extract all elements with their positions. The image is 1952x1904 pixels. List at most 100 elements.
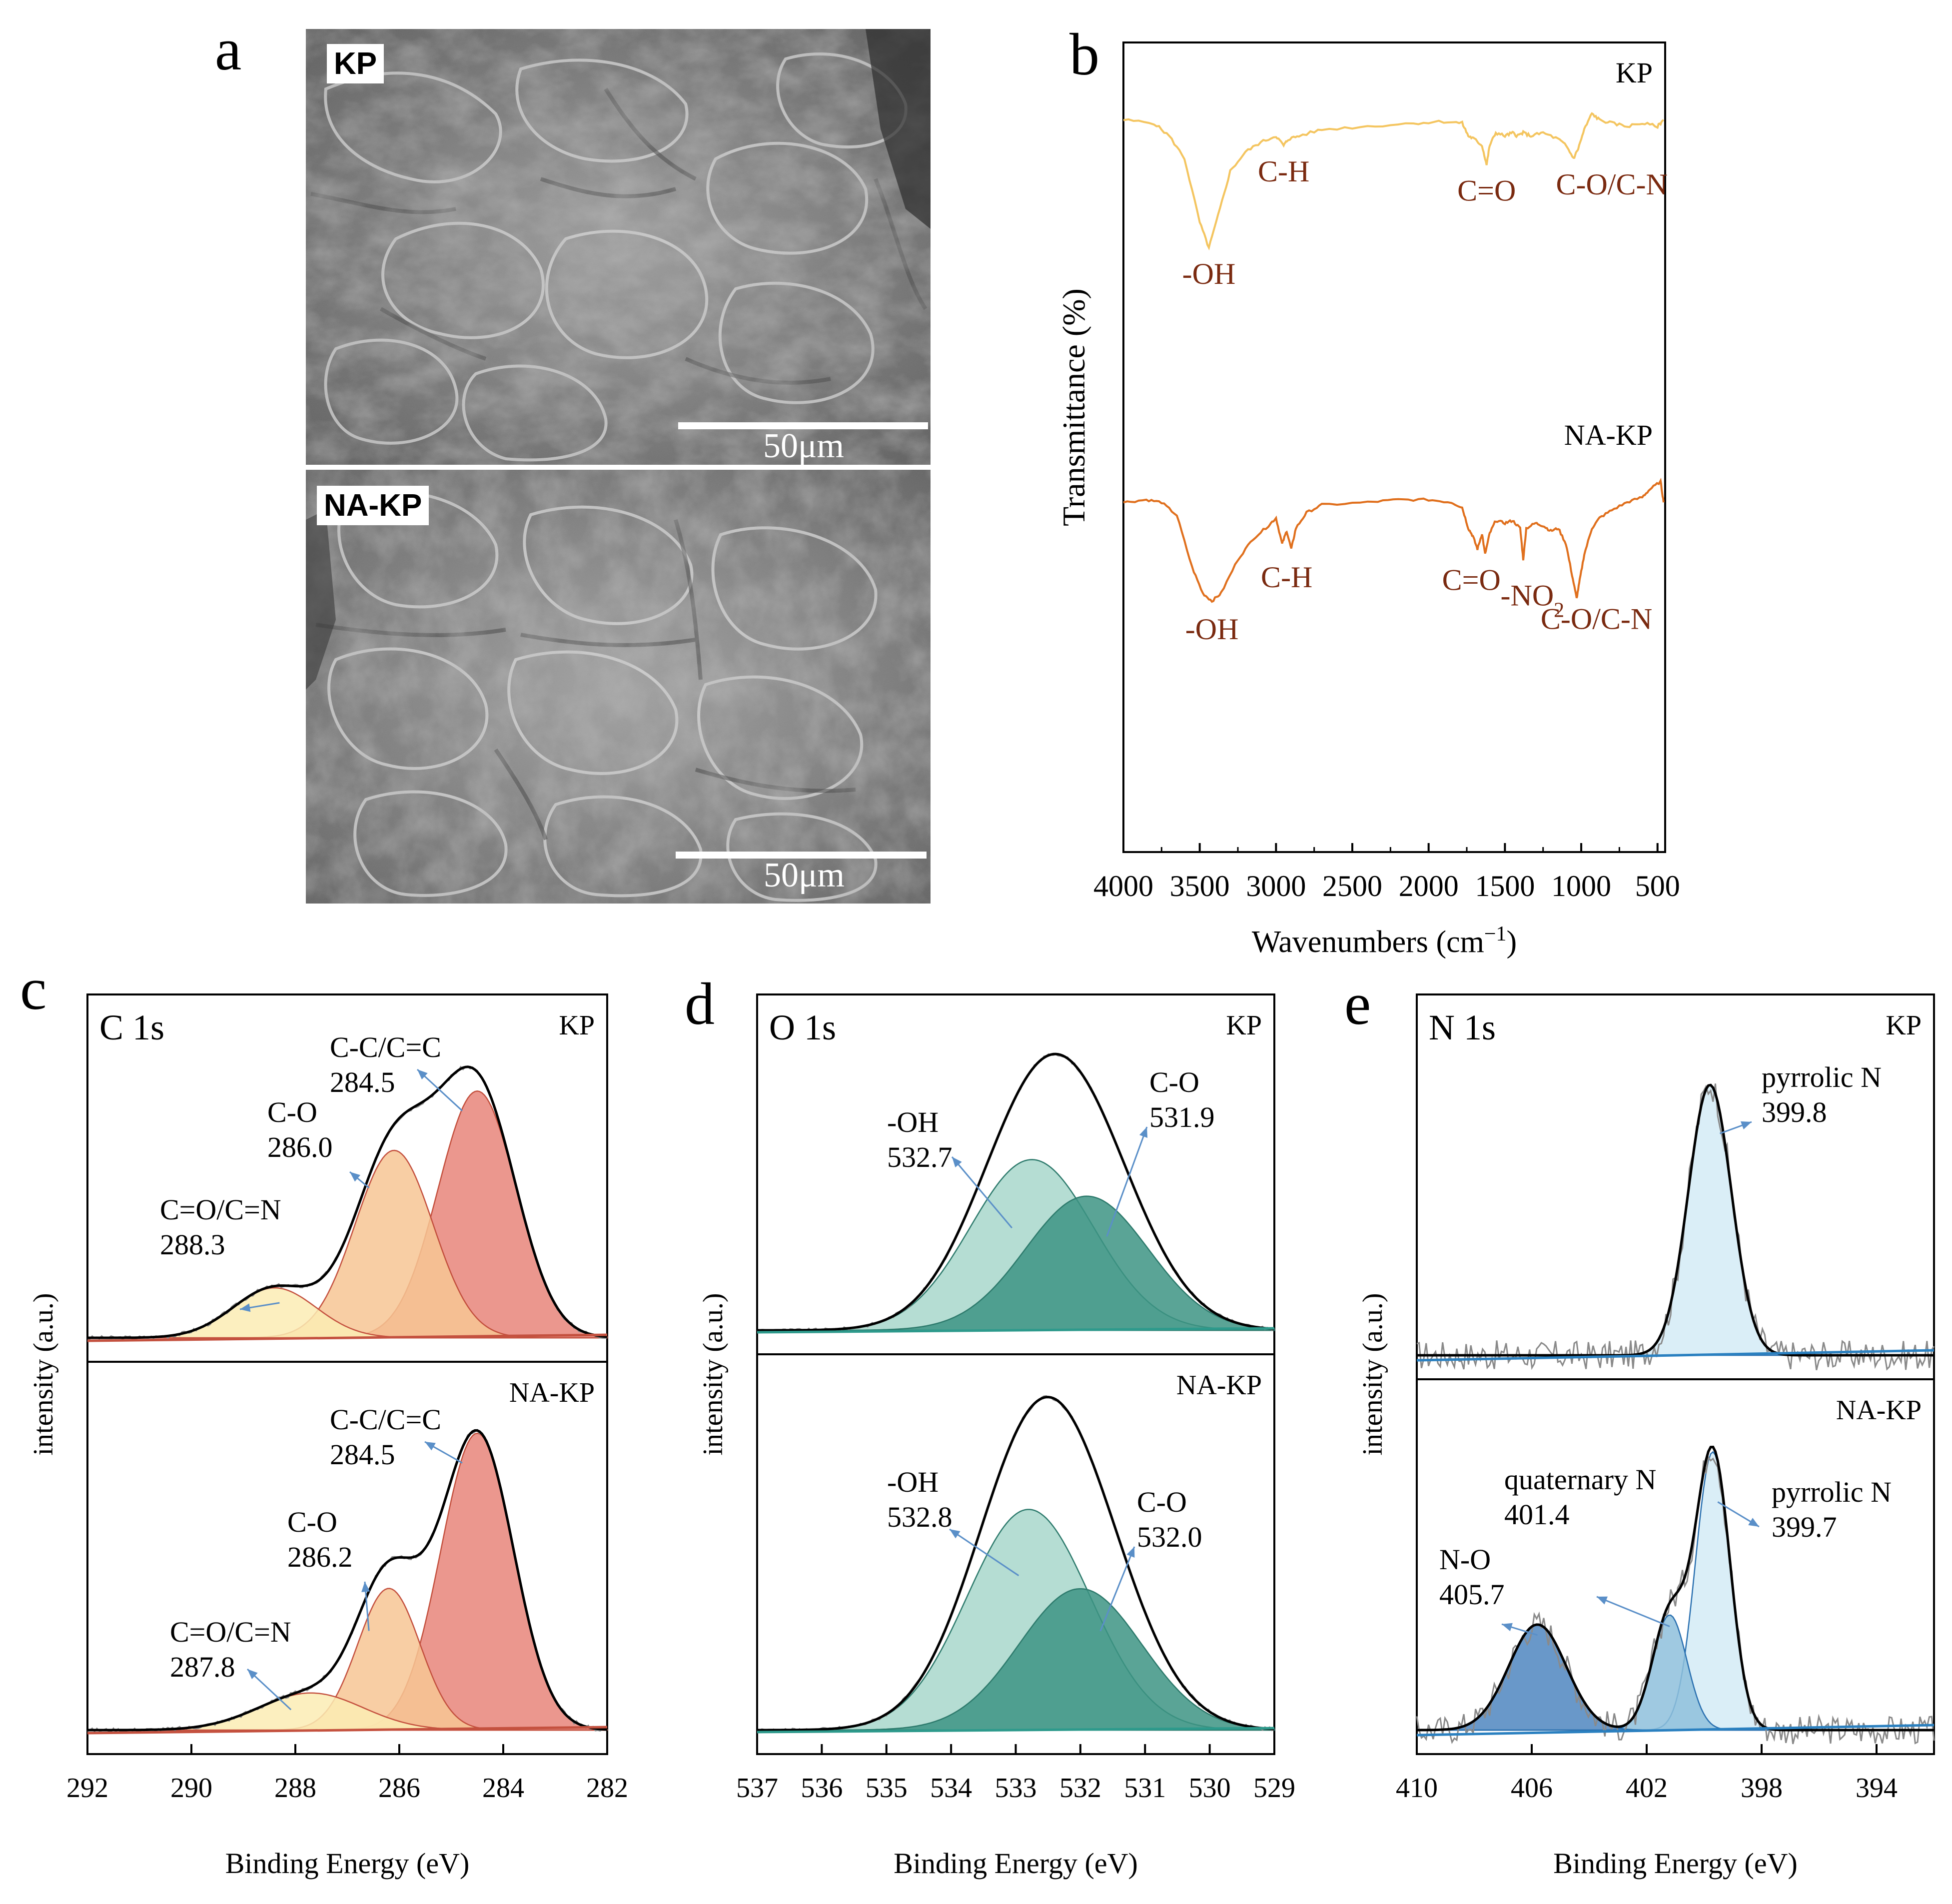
- xps-sample-label: NA-KP: [509, 1377, 595, 1408]
- ftir-x-axis-label-close: ): [1507, 925, 1517, 959]
- ftir-y-axis-label: Transmittance (%): [1056, 288, 1091, 526]
- xps-frame: [86, 993, 608, 1755]
- xps-peak-label: C=O/C=N: [160, 1193, 281, 1226]
- xps-x-tick-label: 529: [1253, 1773, 1295, 1804]
- xps-peak-value: 532.0: [1137, 1521, 1202, 1553]
- xps-peak-label: C-O: [1149, 1066, 1199, 1098]
- ftir-x-tick-label: 2000: [1399, 870, 1459, 903]
- xps-c1s-chart: 292 290 288 286 284 282 Binding Energy (eV) int…: [28, 993, 628, 1880]
- xps-arrow-head: [1748, 1518, 1759, 1527]
- ftir-series-label-NA-KP: NA-KP: [1564, 419, 1653, 451]
- xps-x-tick-label: 282: [586, 1773, 628, 1804]
- scale-bar-nakp: [676, 852, 927, 859]
- xps-frame: [1416, 993, 1935, 1755]
- xps-x-tick-label: 536: [801, 1773, 843, 1804]
- xps-baseline: [757, 1727, 1275, 1734]
- xps-arrow-head: [417, 1069, 428, 1080]
- sem-texture-kp: [306, 29, 931, 465]
- xps-baseline: [1416, 1349, 1935, 1362]
- xps-x-tick-label: 292: [66, 1773, 108, 1804]
- xps-x-tick-label: 402: [1626, 1773, 1668, 1804]
- xps-arrow-head: [1741, 1121, 1752, 1130]
- xps-arrow-head: [425, 1442, 436, 1451]
- xps-x-tick-label: 398: [1741, 1773, 1783, 1804]
- xps-element-label: N 1s: [1429, 1007, 1496, 1047]
- xps-peak-value: 286.0: [267, 1131, 333, 1163]
- xps-peak-label: C=O/C=N: [170, 1616, 291, 1648]
- ftir-annotation: C-O/C-N: [1556, 168, 1667, 201]
- xps-peak-value: 531.9: [1149, 1101, 1215, 1133]
- xps-arrow-head: [350, 1172, 361, 1182]
- ftir-x-axis-label-sup: −1: [1484, 923, 1507, 946]
- xps-peak-0: [1417, 1084, 1934, 1356]
- xps-x-axis-label: Binding Energy (eV): [1553, 1847, 1798, 1880]
- xps-peak-value: 399.7: [1772, 1511, 1837, 1543]
- ftir-annotation: C-H: [1261, 561, 1312, 594]
- scale-text-kp: 50μm: [763, 427, 844, 465]
- xps-arrow-head: [1139, 1127, 1148, 1138]
- xps-arrow-head: [952, 1157, 962, 1168]
- ftir-series-line-KP: [1123, 112, 1664, 251]
- scale-bar-kp: [678, 422, 928, 429]
- panel-letter-b: b: [1069, 21, 1099, 87]
- xps-baseline: [757, 1327, 1275, 1334]
- sem-image-kp: KP 50μm: [306, 29, 931, 465]
- xps-arrow-line: [1596, 1596, 1670, 1628]
- xps-arrow-line: [949, 1528, 1019, 1577]
- xps-peak-1: [757, 1588, 1275, 1731]
- xps-arrow-line: [951, 1156, 1012, 1229]
- xps-x-tick-label: 532: [1059, 1773, 1101, 1804]
- xps-o1s-chart: 537 536 535 534 533 532 531 530 529 Binding Energ…: [698, 993, 1295, 1880]
- ftir-annotation: C-O/C-N: [1541, 602, 1652, 635]
- xps-peak-value: 287.8: [170, 1651, 235, 1683]
- ftir-x-tick-label: 3000: [1246, 870, 1306, 903]
- xps-peak-label: C-C/C=C: [330, 1403, 441, 1436]
- xps-y-axis-label: intensity (a.u.): [28, 1293, 59, 1455]
- ftir-annotation: C=O: [1442, 563, 1501, 596]
- xps-x-tick-label: 537: [736, 1773, 778, 1804]
- ftir-annotation: -OH: [1182, 257, 1236, 290]
- xps-peak-value: 401.4: [1504, 1498, 1570, 1531]
- xps-x-tick-label: 535: [866, 1773, 908, 1804]
- xps-peak-label: -OH: [887, 1466, 939, 1498]
- xps-peak-label: quaternary N: [1504, 1463, 1656, 1496]
- xps-envelope: [1417, 1083, 1934, 1357]
- xps-arrow-head: [1126, 1547, 1135, 1558]
- ftir-annotation: C=O: [1457, 174, 1516, 207]
- xps-element-label: C 1s: [99, 1007, 164, 1047]
- xps-peak-label: C-C/C=C: [330, 1031, 441, 1063]
- xps-x-tick-label: 406: [1511, 1773, 1553, 1804]
- xps-envelope: [757, 1052, 1275, 1332]
- sem-texture-nakp: [306, 470, 931, 904]
- xps-n1s-chart: 410 406 402 398 394 Binding Energy (eV) intens…: [1357, 993, 1935, 1880]
- ftir-x-tick-label: 3500: [1170, 870, 1230, 903]
- panel-letter-e: e: [1344, 970, 1371, 1037]
- xps-envelope: [87, 1429, 608, 1732]
- xps-peak-value: 284.5: [330, 1066, 395, 1098]
- xps-x-tick-label: 533: [995, 1773, 1037, 1804]
- ftir-x-tick-label: 2500: [1322, 870, 1382, 903]
- xps-arrow-head: [240, 1303, 251, 1312]
- xps-peak-value: 532.7: [887, 1141, 953, 1173]
- xps-sample-label: NA-KP: [1176, 1370, 1262, 1401]
- scale-text-nakp: 50μm: [764, 856, 845, 895]
- xps-arrow-line: [1099, 1546, 1135, 1632]
- xps-y-axis-label: intensity (a.u.): [1357, 1293, 1388, 1455]
- ftir-series-label-KP: KP: [1616, 56, 1653, 89]
- xps-arrow-head: [361, 1582, 370, 1592]
- xps-x-axis-label: Binding Energy (eV): [894, 1847, 1138, 1880]
- xps-x-tick-label: 394: [1856, 1773, 1898, 1804]
- xps-arrow-head: [247, 1669, 258, 1680]
- xps-element-label: O 1s: [769, 1007, 836, 1047]
- xps-sample-label: KP: [1226, 1010, 1262, 1041]
- xps-x-tick-label: 410: [1396, 1773, 1438, 1804]
- xps-sample-label: NA-KP: [1836, 1395, 1922, 1426]
- xps-peak-label: C-O: [1137, 1486, 1187, 1518]
- ftir-annotation: C-H: [1258, 155, 1309, 188]
- xps-peak-value: 532.8: [887, 1501, 953, 1533]
- sem-label-kp: KP: [327, 44, 384, 83]
- xps-peak-value: 399.8: [1762, 1096, 1827, 1128]
